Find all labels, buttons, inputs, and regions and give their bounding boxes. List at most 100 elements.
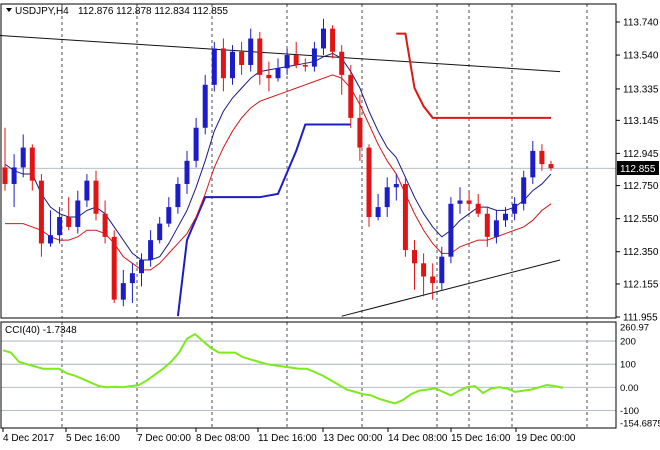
candle-body xyxy=(275,68,281,79)
price-tick-label: 112.945 xyxy=(623,149,659,160)
candle[interactable] xyxy=(475,193,481,218)
candle[interactable] xyxy=(430,263,436,300)
candle[interactable] xyxy=(284,48,290,75)
candle[interactable] xyxy=(84,174,90,208)
candle[interactable] xyxy=(402,177,408,257)
candle-body xyxy=(384,187,390,208)
candle[interactable] xyxy=(311,41,317,72)
candle-body xyxy=(475,203,481,214)
grid xyxy=(1,4,616,428)
candle[interactable] xyxy=(184,150,190,194)
candle[interactable] xyxy=(448,197,454,264)
candle[interactable] xyxy=(466,190,472,211)
candle[interactable] xyxy=(102,200,108,244)
candle-body xyxy=(257,38,263,75)
candle[interactable] xyxy=(512,197,518,221)
candle[interactable] xyxy=(375,193,381,221)
cci-tick-label: 260.97 xyxy=(620,323,649,334)
candle[interactable] xyxy=(393,174,399,201)
candle[interactable] xyxy=(348,64,354,128)
candle[interactable] xyxy=(330,25,336,59)
candle[interactable] xyxy=(357,94,363,161)
candle-body xyxy=(439,256,445,284)
price-channels xyxy=(176,32,551,317)
candle[interactable] xyxy=(211,41,217,92)
cci-indicator xyxy=(1,332,616,411)
candle[interactable] xyxy=(548,160,554,171)
candle[interactable] xyxy=(457,187,463,214)
candle-body xyxy=(539,150,545,165)
candle[interactable] xyxy=(421,253,427,297)
candle[interactable] xyxy=(366,144,372,227)
candle[interactable] xyxy=(293,41,299,69)
candle[interactable] xyxy=(202,74,208,135)
candle[interactable] xyxy=(339,45,345,95)
candle[interactable] xyxy=(57,207,63,244)
candle[interactable] xyxy=(521,170,527,211)
candle[interactable] xyxy=(11,154,17,208)
candle[interactable] xyxy=(29,144,35,191)
ohlc-readout: 112.876 112.878 112.834 112.855 xyxy=(78,6,228,17)
candle-body xyxy=(20,147,26,168)
candle[interactable] xyxy=(275,58,281,82)
cci-tick-label: -154.6875 xyxy=(620,419,660,430)
candle[interactable] xyxy=(230,45,235,85)
candle[interactable] xyxy=(266,61,272,92)
price-tick-label: 112.750 xyxy=(623,181,659,192)
time-tick-label: 11 Dec 16:00 xyxy=(258,433,317,444)
time-tick-label: 4 Dec 2017 xyxy=(3,433,55,444)
candle[interactable] xyxy=(220,38,226,92)
candle[interactable] xyxy=(248,28,254,72)
candle[interactable] xyxy=(503,207,508,227)
candle-body xyxy=(521,177,527,204)
candle[interactable] xyxy=(530,140,536,184)
candle[interactable] xyxy=(129,263,135,303)
candle[interactable] xyxy=(539,144,545,171)
candle[interactable] xyxy=(111,230,117,303)
candle[interactable] xyxy=(120,269,126,307)
cci-line xyxy=(2,332,564,405)
candle[interactable] xyxy=(302,58,308,72)
candle[interactable] xyxy=(148,230,154,267)
candle[interactable] xyxy=(139,253,144,287)
candle[interactable] xyxy=(175,177,181,214)
candle[interactable] xyxy=(2,127,8,191)
candle[interactable] xyxy=(384,177,390,218)
time-tick-label: 19 Dec 00:00 xyxy=(516,433,576,444)
candle-body xyxy=(193,127,199,161)
candles[interactable] xyxy=(2,18,554,307)
candle[interactable] xyxy=(166,197,172,227)
candle-body xyxy=(330,28,336,52)
candle[interactable] xyxy=(20,134,26,178)
cci-tick-label: -100 xyxy=(620,406,639,417)
candle[interactable] xyxy=(66,197,72,231)
candle[interactable] xyxy=(157,217,163,244)
price-tick-label: 113.335 xyxy=(623,84,659,95)
candle-body xyxy=(184,160,190,184)
candle[interactable] xyxy=(239,41,245,75)
candle[interactable] xyxy=(484,207,490,247)
candle[interactable] xyxy=(38,174,44,257)
candle[interactable] xyxy=(93,170,99,221)
slow-moving-average xyxy=(5,74,552,271)
last-price-value: 112.855 xyxy=(620,164,656,175)
candle-body xyxy=(220,48,226,79)
candle[interactable] xyxy=(412,240,417,290)
collapse-triangle-icon[interactable] xyxy=(6,8,12,12)
candle-body xyxy=(311,48,317,67)
time-tick-label: 5 Dec 16:00 xyxy=(66,433,120,444)
trendlines xyxy=(0,34,561,317)
candle[interactable] xyxy=(493,210,499,244)
candle[interactable] xyxy=(257,31,263,85)
candle[interactable] xyxy=(193,117,199,168)
candle-body xyxy=(430,276,436,284)
candle[interactable] xyxy=(439,246,445,290)
cci-tick-label: 100 xyxy=(620,360,636,371)
candle-body xyxy=(166,207,172,224)
candle[interactable] xyxy=(321,18,326,56)
candle[interactable] xyxy=(75,190,81,234)
candle[interactable] xyxy=(48,210,53,247)
candle-body xyxy=(230,51,235,79)
candle-body xyxy=(248,38,254,65)
